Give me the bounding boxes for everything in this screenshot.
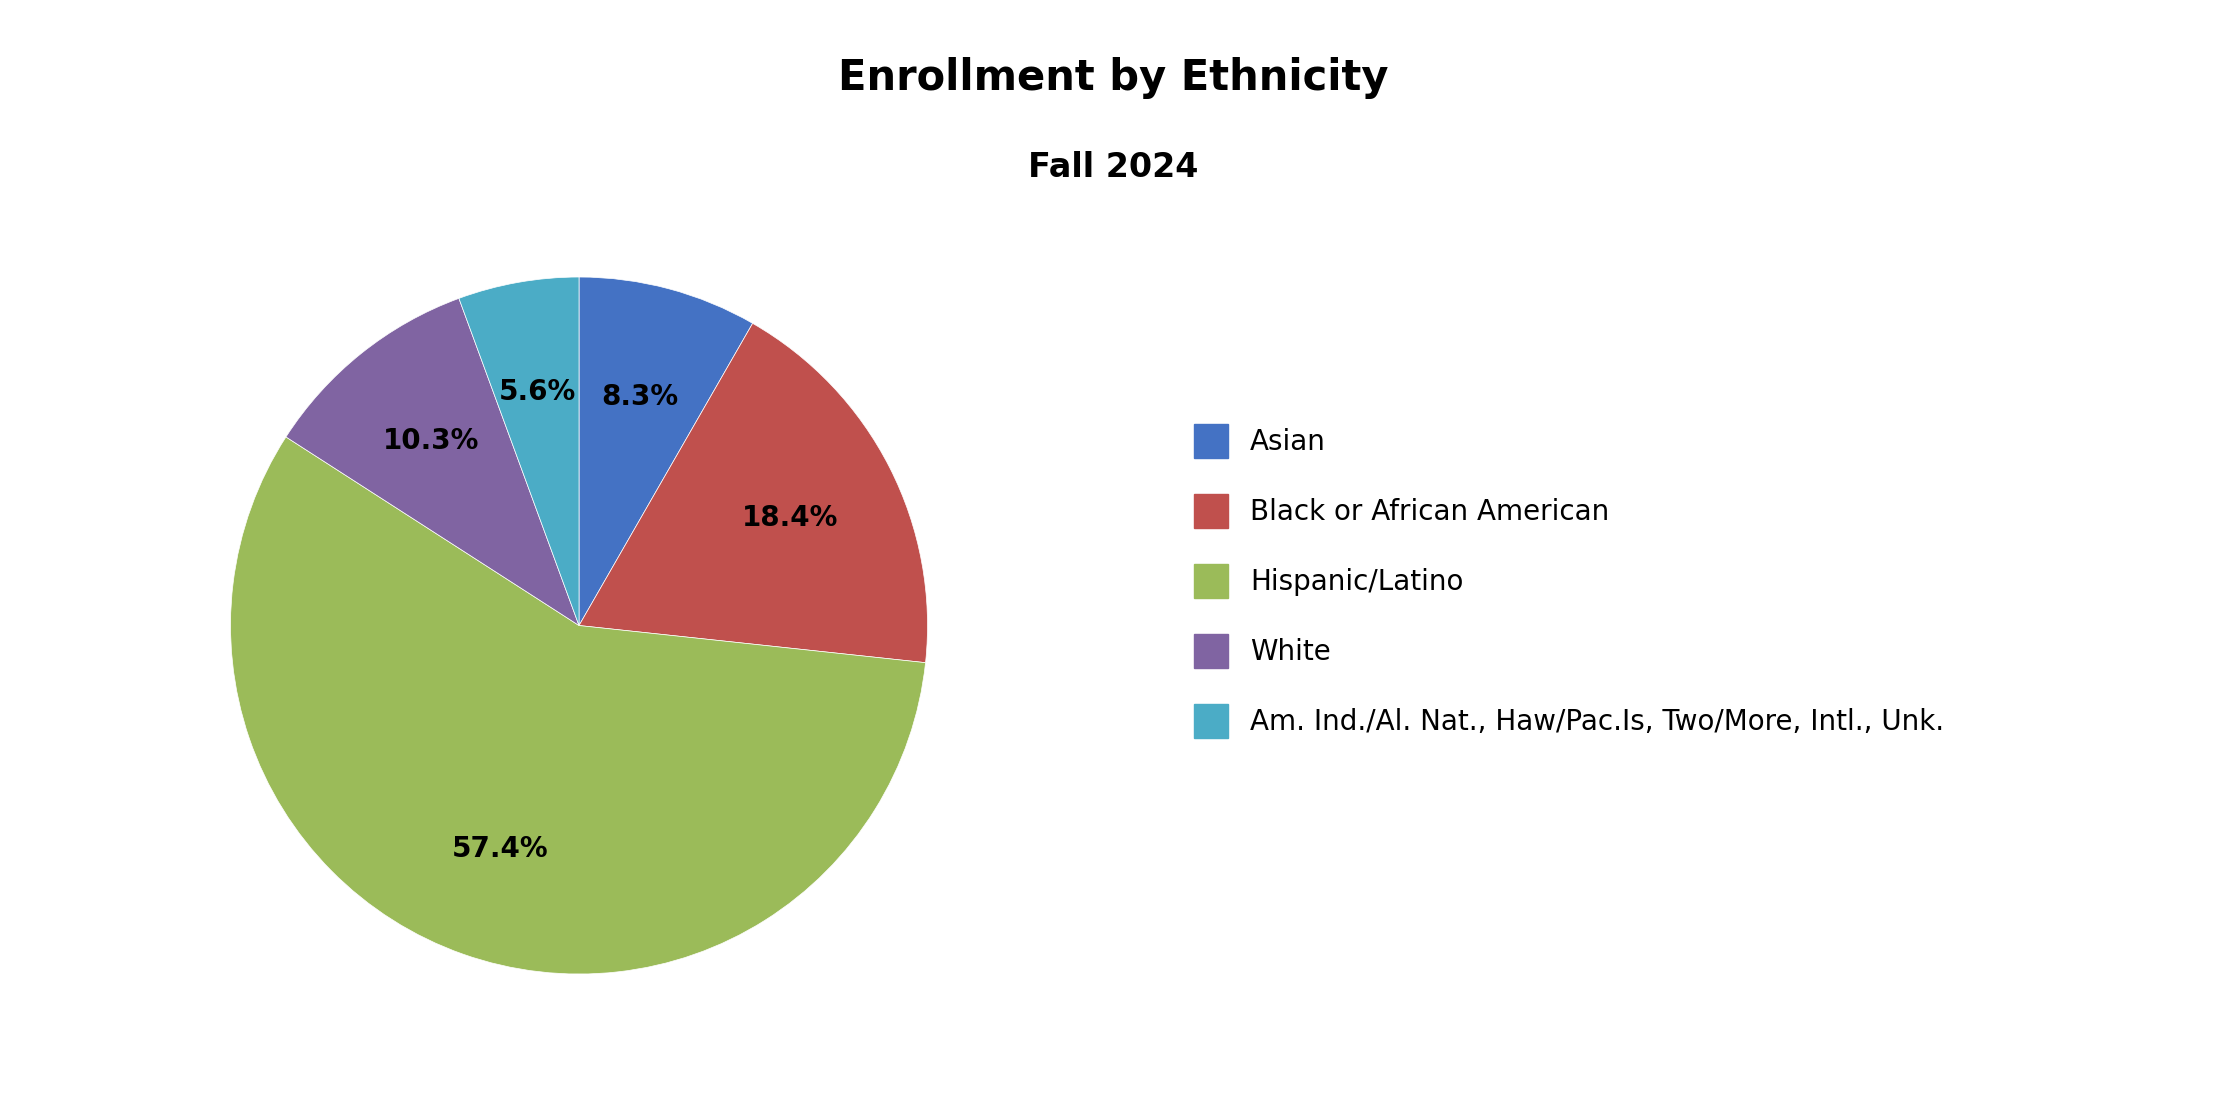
Text: 10.3%: 10.3% bbox=[383, 427, 479, 455]
Wedge shape bbox=[579, 277, 753, 626]
Text: Enrollment by Ethnicity: Enrollment by Ethnicity bbox=[837, 57, 1390, 99]
Text: Fall 2024: Fall 2024 bbox=[1029, 151, 1198, 184]
Wedge shape bbox=[579, 323, 926, 662]
Wedge shape bbox=[285, 298, 579, 626]
Text: 5.6%: 5.6% bbox=[499, 379, 577, 407]
Text: 18.4%: 18.4% bbox=[742, 504, 837, 532]
Text: 57.4%: 57.4% bbox=[452, 836, 548, 863]
Wedge shape bbox=[232, 437, 926, 974]
Text: 8.3%: 8.3% bbox=[601, 382, 679, 411]
Wedge shape bbox=[459, 277, 579, 626]
Legend: Asian, Black or African American, Hispanic/Latino, White, Am. Ind./Al. Nat., Haw: Asian, Black or African American, Hispan… bbox=[1194, 423, 1944, 738]
